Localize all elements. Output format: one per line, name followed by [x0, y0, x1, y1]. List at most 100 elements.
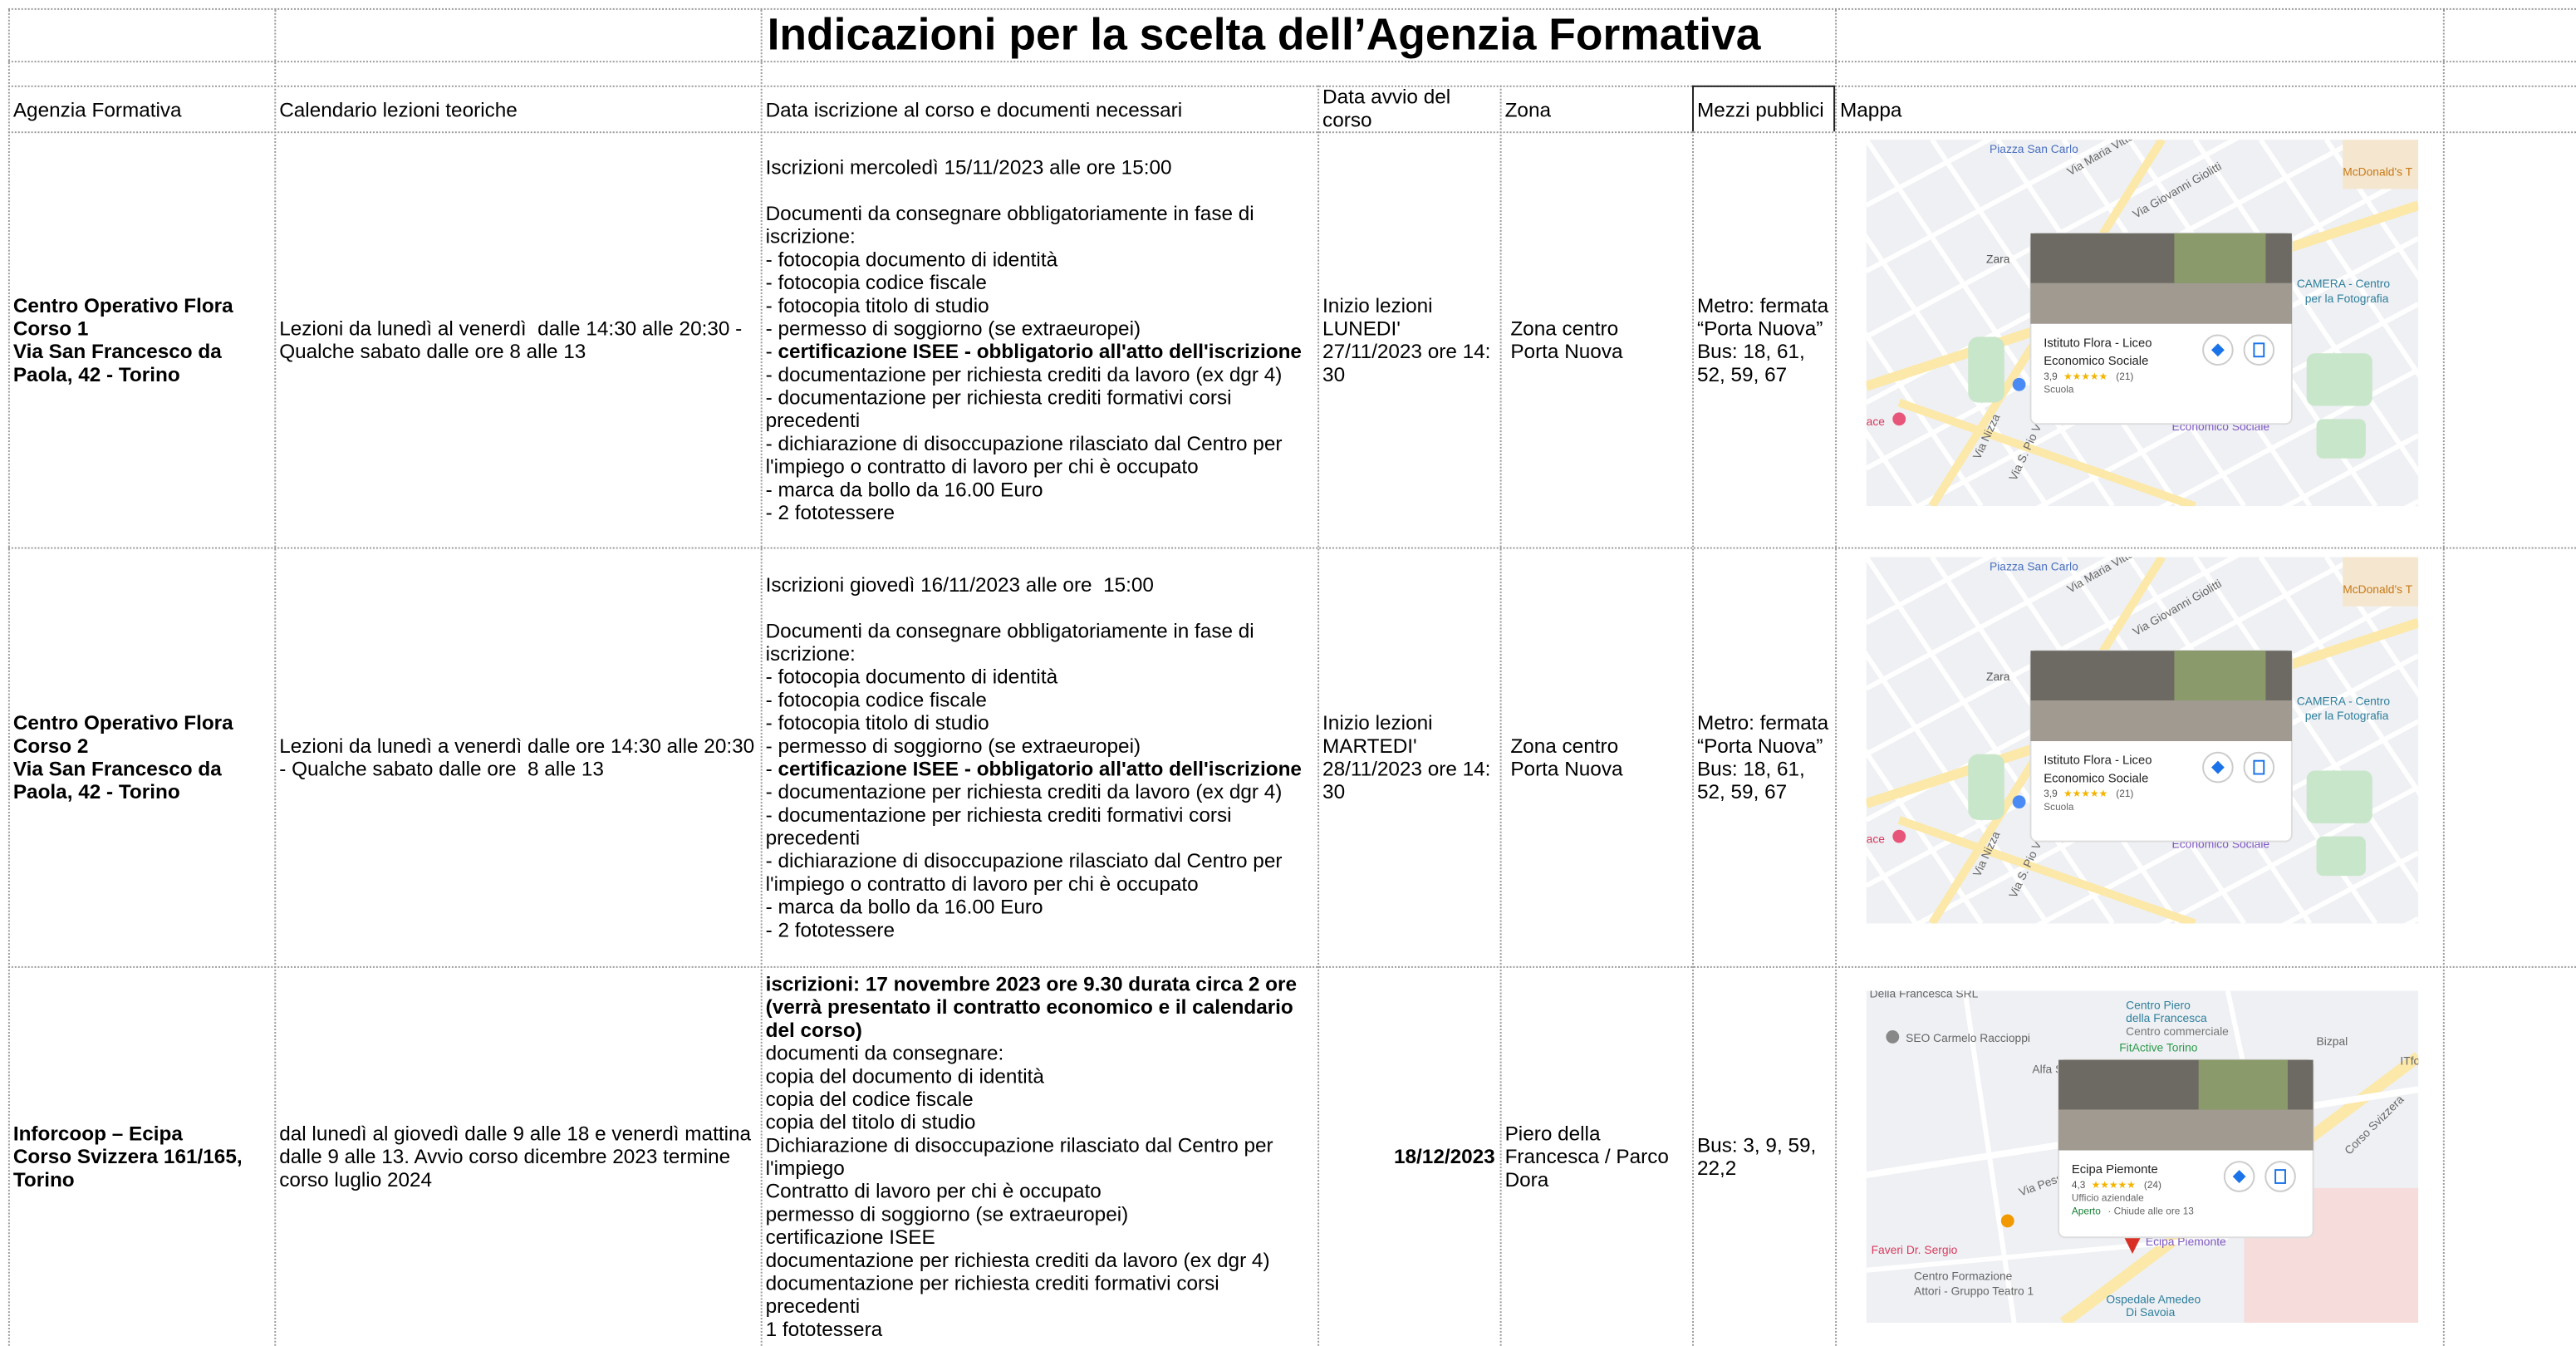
- card-title: Istituto Flora - Liceo: [2044, 754, 2152, 768]
- text-line: Torino: [12, 1167, 75, 1191]
- calendar-cell: Lezioni da lunedì a venerdì dalle ore 14…: [274, 548, 760, 966]
- paragraph-gap: [766, 596, 1313, 619]
- map-label: CAMERA - Centro: [2297, 277, 2391, 290]
- text-line: Documenti da consegnare obbligatoriament…: [765, 618, 1254, 642]
- text-line: Corso 1: [12, 316, 89, 340]
- street: [1866, 428, 1918, 507]
- card-button[interactable]: [2243, 334, 2275, 366]
- map-pin: [1892, 829, 1906, 843]
- transport-cell: Metro: fermata “Porta Nuova” Bus: 18, 61, 5…: [1692, 131, 1835, 547]
- street: [1866, 557, 2115, 924]
- text-line: Iscrizioni mercoledì 15/11/2023 alle ore…: [765, 155, 1172, 179]
- text-line: 18/12/2023: [1393, 1144, 1495, 1168]
- card-category: Ufficio aziendale: [2072, 1192, 2144, 1204]
- text-line: Porta Nuova: [1504, 339, 1623, 363]
- map-label: CAMERA - Centro: [2297, 694, 2391, 707]
- text-line: del corso): [765, 1018, 862, 1041]
- text-line: 22,2: [1696, 1156, 1737, 1179]
- card-hours: · Chiude alle ore 13: [2107, 1206, 2194, 1217]
- text-line: - fotocopia titolo di studio: [765, 293, 989, 317]
- text-line: - 2 fototessere: [765, 917, 895, 941]
- text-line: Inizio lezioni: [1322, 710, 1433, 734]
- text-line: - documentazione per richiesta crediti d…: [765, 362, 1283, 386]
- block: [2343, 557, 2419, 607]
- card-button[interactable]: [2264, 1161, 2296, 1192]
- text-line: documentazione per richiesta crediti for…: [765, 1270, 1219, 1294]
- grid-line: [1835, 7, 1838, 1346]
- map-label: Bizpal: [2317, 1034, 2348, 1048]
- street: [1962, 990, 2017, 1324]
- text-line: 27/11/2023 ore 14:: [1322, 339, 1491, 363]
- text-line: certificazione ISEE: [765, 1225, 935, 1249]
- text-line: l'impiego o contratto di lavoro per chi …: [765, 872, 1199, 895]
- map-pin: [1886, 1030, 1900, 1044]
- grid-line: [274, 7, 277, 1346]
- street: [2281, 850, 2419, 924]
- text-line: - certificazione ISEE - obbligatorio all…: [766, 339, 1313, 362]
- text-line: Documenti da consegnare obbligatoriament…: [765, 201, 1254, 224]
- text-line: Dora: [1504, 1167, 1549, 1191]
- map-label: Ospedale Amedeo: [2106, 1292, 2201, 1305]
- column-header: Agenzia Formativa: [8, 86, 274, 131]
- map-label: Centro Formazione: [1914, 1270, 2013, 1283]
- text-line: Corso Svizzera 161/165,: [12, 1144, 243, 1168]
- text-span: -: [765, 756, 778, 780]
- street: [1866, 140, 2117, 273]
- map-label: per la Fotografia: [2305, 709, 2389, 722]
- card-stars: ★★★★★: [2063, 788, 2107, 799]
- map-label: McDonald's T: [2343, 582, 2412, 596]
- text-line: “Porta Nuova”: [1696, 734, 1823, 757]
- map-pin: [2012, 377, 2026, 391]
- text-line: Corso 2: [12, 734, 89, 757]
- text-line: Bus: 3, 9, 59,: [1696, 1132, 1817, 1157]
- map-label: ITfo: [2400, 1054, 2418, 1068]
- grid-line: [2442, 7, 2445, 1346]
- column-header: Zona: [1500, 86, 1692, 131]
- text-line: Zona: [1504, 98, 1552, 122]
- column-header: Mezzi pubblici: [1692, 86, 1835, 131]
- map-thumbnail: Piazza San Carlo McDonald's T Zara CAMERA -…: [1866, 140, 2419, 507]
- card-stars: ★★★★★: [2092, 1179, 2136, 1191]
- card-title: Economico Sociale: [2044, 355, 2148, 368]
- card-photo: [2174, 233, 2266, 283]
- card-reviews: (21): [2116, 371, 2133, 382]
- text-span: -: [765, 339, 778, 363]
- map-label: FitActive Torino: [2119, 1041, 2198, 1054]
- text-line: - fotocopia documento di identità: [765, 247, 1058, 271]
- park: [2316, 836, 2366, 877]
- card-photo: [2174, 651, 2266, 700]
- map-label: Di Savoia: [2126, 1305, 2175, 1319]
- map-label: SEO Carmelo Raccioppi: [1906, 1031, 2030, 1044]
- column-header: Calendario lezioni teoriche: [274, 86, 760, 131]
- text-line: - fotocopia titolo di studio: [765, 710, 989, 734]
- text-line: - dichiarazione di disoccupazione rilasc…: [765, 431, 1283, 454]
- text-line: Agenzia Formativa: [12, 98, 182, 122]
- street: [1866, 557, 2240, 757]
- map-label: Piazza San Carlo: [1990, 142, 2078, 155]
- text-line: iscrizioni: 17 novembre 2023 ore 9.30 du…: [765, 971, 1297, 995]
- card-category: Scuola: [2044, 384, 2074, 395]
- text-line: Via San Francesco da: [12, 339, 222, 363]
- grid-line: [1692, 85, 1695, 1346]
- grid-line: [1317, 85, 1320, 1346]
- map-pin: [2012, 795, 2026, 809]
- agency-cell: Inforcoop – Ecipa Corso Svizzera 161/165,…: [8, 966, 274, 1346]
- text-line: - fotocopia codice fiscale: [765, 687, 987, 711]
- directions-icon: [2210, 343, 2225, 357]
- card-button[interactable]: [2243, 751, 2275, 784]
- grid-line: [760, 7, 763, 1346]
- column-header: Mappa: [1835, 86, 2443, 131]
- text-line: Mappa: [1840, 98, 1902, 122]
- text-line: permesso di soggiorno (se extraeuropei): [765, 1201, 1129, 1226]
- text-line: - Qualche sabato dalle ore 8 alle 13: [279, 756, 604, 780]
- card-reviews: (24): [2144, 1179, 2161, 1191]
- column-header: Data avvio del corso: [1317, 86, 1500, 131]
- selected-cell: [1692, 85, 1836, 132]
- card-photo: [2198, 1059, 2288, 1110]
- street: [1866, 650, 2049, 924]
- text-line: Paola, 42 - Torino: [12, 362, 180, 386]
- text-line: documenti da consegnare:: [765, 1040, 1004, 1064]
- text-line: (verrà presentato il contratto economico…: [765, 995, 1293, 1019]
- text-line: Dichiarazione di disoccupazione rilascia…: [765, 1132, 1273, 1157]
- map-label: McDonald's T: [2343, 165, 2412, 179]
